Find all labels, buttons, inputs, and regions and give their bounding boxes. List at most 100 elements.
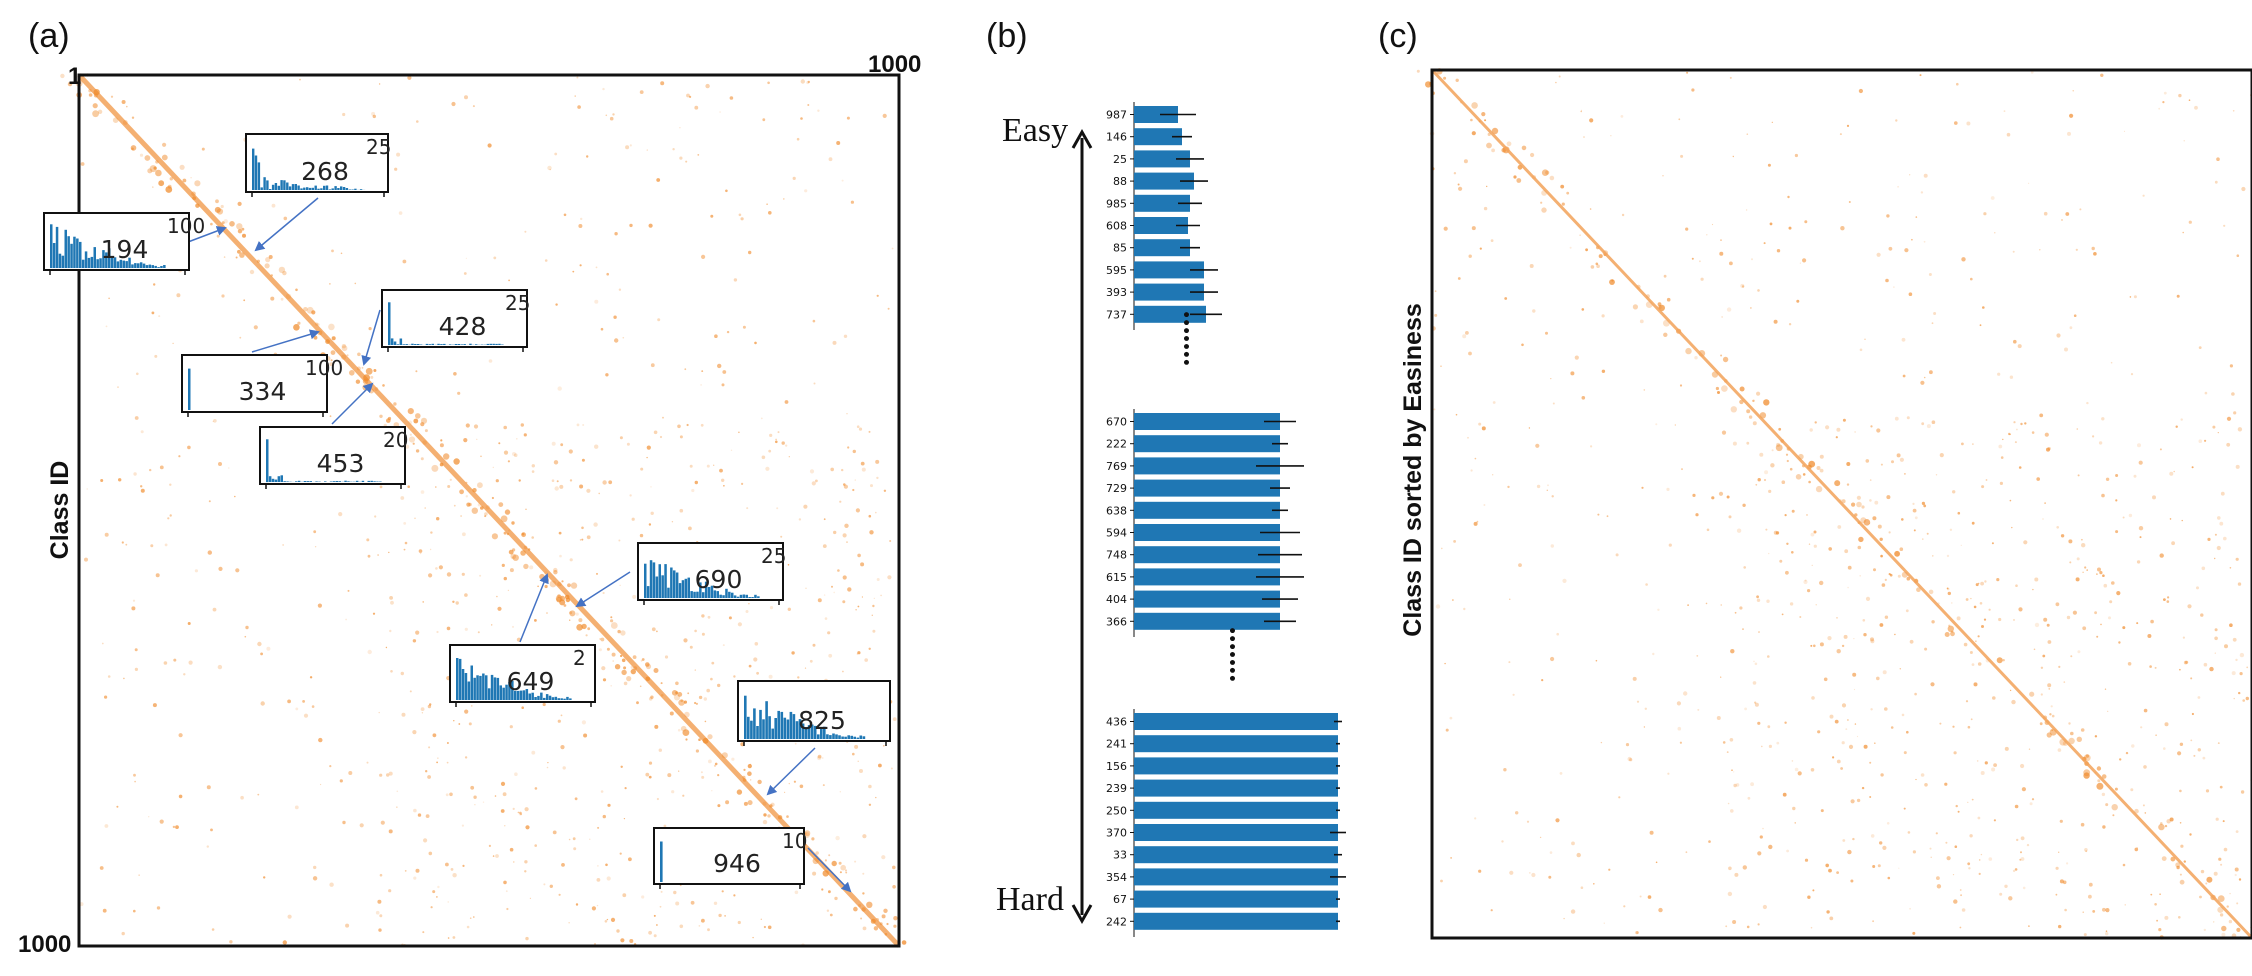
- bar-label-241: 241: [1106, 738, 1127, 751]
- inset-hist-bar: [823, 726, 826, 739]
- panel-a-diag-blob: [235, 256, 238, 259]
- panel-c-heat-dot: [2158, 107, 2161, 110]
- panel-a-diag-blob: [431, 464, 439, 472]
- panel-c-heat-dot: [2229, 623, 2233, 627]
- panel-c-heat-dot: [1827, 636, 1832, 641]
- panel-c-heat-dot: [1888, 531, 1891, 534]
- panel-c-heat-dot: [2159, 448, 2162, 451]
- inset-tick-label: 25: [761, 544, 786, 568]
- panel-c-heat-dot: [2136, 560, 2141, 564]
- panel-c-heat-dot: [1973, 682, 1978, 687]
- panel-c-heat-dot: [1840, 226, 1845, 231]
- panel-c-heat-dot: [2229, 892, 2231, 895]
- panel-a-heat-dot: [831, 585, 833, 588]
- panel-a-heat-dot: [824, 617, 828, 620]
- panel-a-heat-dot: [624, 787, 627, 790]
- panel-a-diag-blob: [606, 647, 610, 651]
- panel-c-heat-dot: [1719, 251, 1724, 256]
- panel-c-heat-dot: [1679, 741, 1682, 744]
- panel-a-heat-dot: [378, 83, 381, 85]
- panel-c-heat-dot: [1750, 307, 1752, 309]
- panel-a-heat-dot: [544, 259, 548, 262]
- panel-c-heat-dot: [1835, 436, 1838, 439]
- inset-hist-bar: [545, 694, 549, 700]
- panel-a-heat-dot: [684, 368, 687, 371]
- panel-c-heat-dot: [2224, 644, 2228, 649]
- panel-c-heat-dot: [1856, 735, 1859, 738]
- panel-a-heat-dot: [463, 272, 467, 275]
- panel-c-heat-dot: [1796, 299, 1800, 303]
- panel-a-heat-dot: [854, 860, 857, 863]
- panel-a-heat-dot: [159, 819, 164, 824]
- panel-c-heat-dot: [2083, 933, 2087, 937]
- panel-c-heat-dot: [2156, 919, 2159, 922]
- panel-a-heat-dot: [560, 443, 564, 447]
- panel-a-heat-dot: [235, 568, 240, 573]
- panel-c-heat-dot: [2018, 466, 2022, 469]
- panel-c-heat-dot: [2069, 113, 2074, 118]
- panel-c-heat-dot: [1625, 743, 1630, 747]
- panel-c-heat-dot: [2216, 157, 2220, 161]
- bar-label-404: 404: [1106, 593, 1127, 606]
- panel-a-insets: 2526810019425428100334204532569026498251…: [43, 133, 891, 889]
- bar-label-85: 85: [1113, 242, 1127, 255]
- panel-c-heat-dot: [1841, 741, 1845, 745]
- panel-c-heat-dot: [1547, 484, 1549, 487]
- inset-hist-bar: [306, 187, 309, 190]
- inset-tick-label: 2: [573, 646, 586, 670]
- panel-a-heat-dot: [713, 901, 718, 905]
- panel-c-diag-blob: [2040, 693, 2043, 696]
- panel-a-heat-dot: [549, 168, 551, 171]
- panel-c-heat-dot: [2181, 519, 2183, 522]
- panel-c-heat-dot: [1966, 121, 1971, 126]
- panel-c-diag-blob: [1443, 76, 1447, 80]
- panel-a-heat-dot: [600, 327, 604, 331]
- panel-c-heat-dot: [1911, 238, 1913, 241]
- panel-a-heat-dot: [559, 484, 564, 489]
- panel-a-heat-dot: [704, 720, 707, 723]
- panel-a-heat-dot: [329, 283, 331, 285]
- panel-a-heat-dot: [883, 489, 887, 492]
- panel-a-diag-blob: [130, 145, 137, 151]
- inset-hist-bar: [525, 689, 529, 700]
- panel-c-diag-blob: [2076, 736, 2082, 742]
- panel-a-diag-blob: [265, 257, 271, 263]
- panel-a-heat-dot: [118, 478, 122, 482]
- panel-a-diag-blob: [413, 418, 419, 424]
- panel-a-diag-blob: [881, 914, 886, 919]
- panel-c-heat-dot: [2031, 431, 2035, 434]
- panel-c-heat-dot: [1949, 528, 1953, 531]
- inset-hist-bar: [847, 735, 850, 739]
- panel-c-heat-dot: [1746, 925, 1750, 929]
- panel-a-heat-dot: [650, 363, 655, 368]
- panel-c-heat-dot: [2235, 464, 2240, 469]
- panel-c-heat-dot: [2069, 561, 2072, 564]
- panel-a-heat-dot: [403, 522, 407, 525]
- bar-label-393: 393: [1106, 286, 1127, 299]
- panel-c-heat-dot: [1935, 832, 1938, 835]
- bar-label-88: 88: [1113, 175, 1127, 188]
- bar-label-594: 594: [1106, 527, 1127, 540]
- panel-a-heat-dot: [466, 925, 470, 929]
- panel-a-heat-dot: [651, 627, 656, 632]
- panel-c-heat-dot: [1845, 728, 1848, 730]
- panel-a-heat-dot: [767, 81, 770, 85]
- panel-c-heat-dot: [2185, 660, 2189, 664]
- inset-hist-bar: [402, 344, 405, 345]
- panel-a-heat-dot: [857, 760, 859, 762]
- panel-a-heat-dot: [607, 803, 611, 807]
- panel-a-heat-dot: [733, 675, 736, 678]
- panel-a-heat-dot: [586, 488, 591, 493]
- panel-a-heat-dot: [710, 677, 713, 681]
- panel-c-heat-dot: [1681, 468, 1683, 471]
- panel-c-heat-dot: [1706, 234, 1708, 236]
- panel-c-heat-dot: [2085, 850, 2088, 853]
- inset-hist-bar: [482, 673, 485, 700]
- panel-a-heat-dot: [492, 855, 495, 857]
- panel-a-heat-dot: [686, 423, 689, 427]
- panel-a-heat-dot: [677, 728, 681, 732]
- panel-c-heat-dot: [1786, 542, 1789, 545]
- panel-a-heat-dot: [461, 572, 465, 576]
